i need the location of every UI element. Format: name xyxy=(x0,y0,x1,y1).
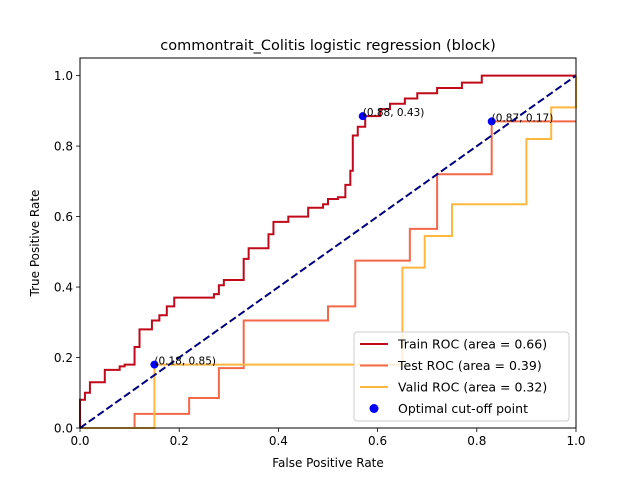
x-axis-label: False Positive Rate xyxy=(272,456,384,470)
optimal-cutoff-point xyxy=(150,360,159,369)
y-tick-label: 0.6 xyxy=(54,210,73,224)
legend-label: Train ROC (area = 0.66) xyxy=(397,337,547,352)
y-tick-label: 1.0 xyxy=(54,69,73,83)
marker-layer: (0.88, 0.43) (0.87, 0.17) (0.18, 0.85) xyxy=(150,107,554,369)
y-axis: 0.0 0.2 0.4 0.6 0.8 1.0 xyxy=(54,69,80,436)
x-tick-label: 0.6 xyxy=(368,434,387,448)
x-tick-label: 0.0 xyxy=(70,434,89,448)
plot-frame xyxy=(79,57,577,429)
chart-title: commontrait_Colitis logistic regression … xyxy=(160,38,496,54)
x-tick-label: 0.2 xyxy=(170,434,189,448)
optimal-cutoff-label: (0.87, 0.17) xyxy=(492,112,554,124)
reference-layer xyxy=(79,74,577,429)
series-line-valid-roc xyxy=(80,75,577,429)
x-tick-label: 0.4 xyxy=(269,434,288,448)
legend-label: Optimal cut-off point xyxy=(398,401,528,416)
series-line-train-roc xyxy=(79,74,576,428)
y-axis-label: True Positive Rate xyxy=(28,190,42,298)
y-tick-label: 0.8 xyxy=(54,140,73,154)
y-tick-label: 0.4 xyxy=(54,281,73,295)
optimal-cutoff-point xyxy=(487,117,496,126)
optimal-cutoff-point xyxy=(358,112,367,121)
plot-area: (0.88, 0.43) (0.87, 0.17) (0.18, 0.85) xyxy=(79,57,577,429)
reference-diagonal-line xyxy=(79,74,577,429)
x-tick-label: 1.0 xyxy=(566,434,585,448)
legend-swatch-optimal-cutoff xyxy=(369,404,379,413)
y-tick-label: 0.0 xyxy=(54,422,73,436)
y-tick-label: 0.2 xyxy=(54,351,73,365)
optimal-cutoff-label: (0.18, 0.85) xyxy=(154,356,216,368)
x-tick-label: 0.8 xyxy=(467,434,486,448)
series-line-test-roc xyxy=(80,120,576,429)
legend-label: Test ROC (area = 0.39) xyxy=(397,358,542,373)
x-axis: 0.0 0.2 0.4 0.6 0.8 1.0 xyxy=(70,428,586,448)
series-layer xyxy=(79,74,577,429)
optimal-cutoff-label: (0.88, 0.43) xyxy=(363,107,425,119)
legend-label: Valid ROC (area = 0.32) xyxy=(398,380,547,395)
legend: Train ROC (area = 0.66) Test ROC (area = … xyxy=(353,331,570,422)
legend-box xyxy=(353,331,570,422)
